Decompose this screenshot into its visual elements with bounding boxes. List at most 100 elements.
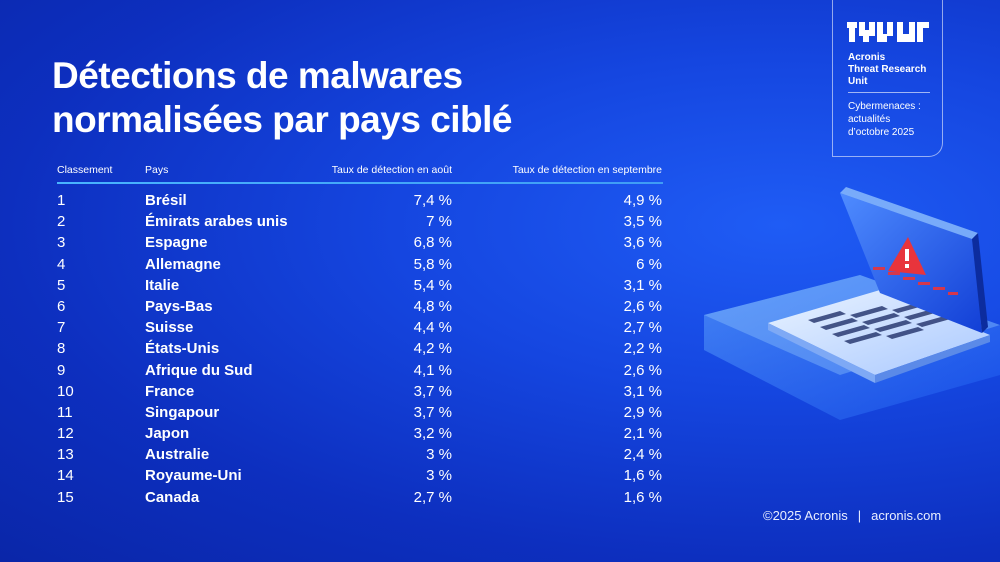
- cell-rank: 8: [57, 340, 66, 358]
- cell-august: 5,8 %: [413, 255, 452, 273]
- table-row: 1 Brésil 7,4 % 4,9 %: [57, 190, 663, 211]
- website-link[interactable]: acronis.com: [871, 508, 942, 523]
- brand-card: Acronis Threat Research Unit Cybermenace…: [832, 0, 943, 157]
- brand-name: Acronis Threat Research Unit: [848, 52, 926, 88]
- brand-name-line-3: Unit: [848, 76, 868, 87]
- header-divider: [57, 182, 663, 184]
- cell-september: 2,6 %: [623, 361, 662, 379]
- cell-rank: 11: [57, 403, 73, 421]
- cell-august: 6,8 %: [413, 234, 452, 252]
- cell-rank: 7: [57, 319, 66, 337]
- brand-divider: [848, 92, 930, 93]
- header-rank: Classement: [57, 164, 113, 176]
- cell-august: 7 %: [426, 213, 452, 231]
- brand-name-line-1: Acronis: [848, 52, 886, 63]
- table-row: 7 Suisse 4,4 % 2,7 %: [57, 317, 663, 338]
- cell-country: Allemagne: [145, 255, 221, 273]
- cell-september: 6 %: [636, 255, 662, 273]
- cell-rank: 13: [57, 446, 74, 464]
- cell-august: 4,1 %: [413, 361, 452, 379]
- detection-table: Classement Pays Taux de détection en aoû…: [57, 162, 663, 508]
- cell-september: 2,6 %: [623, 297, 662, 315]
- footer: ©2025 Acronis | acronis.com: [763, 508, 941, 523]
- header-august: Taux de détection en août: [331, 164, 452, 176]
- title-line-1: Détections de malwares: [52, 55, 463, 96]
- brand-subtitle: Cybermenaces : actualités d’octobre 2025: [848, 100, 921, 139]
- table-row: 8 États-Unis 4,2 % 2,2 %: [57, 338, 663, 359]
- header-september: Taux de détection en septembre: [512, 164, 662, 176]
- cell-rank: 2: [57, 213, 66, 231]
- brand-sub-line-1: Cybermenaces :: [848, 101, 921, 112]
- cell-september: 3,6 %: [623, 234, 662, 252]
- cell-rank: 10: [57, 382, 74, 400]
- cell-september: 2,2 %: [623, 340, 662, 358]
- cell-rank: 15: [57, 488, 74, 506]
- cell-august: 7,4 %: [413, 192, 452, 209]
- cell-september: 3,1 %: [623, 382, 662, 400]
- cell-country: France: [145, 382, 195, 400]
- cell-rank: 1: [57, 192, 66, 209]
- table-row: 15 Canada 2,7 % 1,6 %: [57, 487, 663, 508]
- cell-country: Royaume-Uni: [145, 467, 242, 485]
- cell-august: 4,4 %: [413, 319, 452, 337]
- cell-rank: 6: [57, 297, 66, 315]
- cell-country: Canada: [145, 488, 200, 506]
- cell-september: 2,1 %: [623, 425, 662, 443]
- cell-september: 1,6 %: [623, 488, 662, 506]
- cell-country: Australie: [145, 446, 210, 464]
- cell-rank: 5: [57, 276, 66, 294]
- cell-rank: 4: [57, 255, 66, 273]
- table-row: 11 Singapour 3,7 % 2,9 %: [57, 402, 663, 423]
- cell-august: 3 %: [426, 467, 452, 485]
- cell-rank: 12: [57, 425, 74, 443]
- table-row: 10 France 3,7 % 3,1 %: [57, 381, 663, 402]
- cell-august: 3 %: [426, 446, 452, 464]
- cell-september: 2,7 %: [623, 319, 662, 337]
- table-row: 9 Afrique du Sud 4,1 % 2,6 %: [57, 360, 663, 381]
- copyright-text: ©2025 Acronis: [763, 508, 848, 523]
- cell-country: Pays-Bas: [145, 297, 213, 315]
- warning-triangle-icon: [888, 237, 926, 275]
- cell-country: Brésil: [145, 192, 187, 209]
- cell-august: 4,2 %: [413, 340, 452, 358]
- cell-august: 3,7 %: [413, 382, 452, 400]
- table-row: 5 Italie 5,4 % 3,1 %: [57, 275, 663, 296]
- table-row: 2 Émirats arabes unis 7 % 3,5 %: [57, 211, 663, 232]
- cell-september: 4,9 %: [623, 192, 662, 209]
- cell-rank: 14: [57, 467, 74, 485]
- cell-september: 1,6 %: [623, 467, 662, 485]
- cell-country: Émirats arabes unis: [145, 213, 288, 231]
- cell-september: 3,5 %: [623, 213, 662, 231]
- table-row: 13 Australie 3 % 2,4 %: [57, 444, 663, 465]
- table-row: 4 Allemagne 5,8 % 6 %: [57, 254, 663, 275]
- laptop-deck: [768, 290, 990, 375]
- cell-september: 3,1 %: [623, 276, 662, 294]
- laptop-warning-icon: [704, 187, 1000, 420]
- cell-country: Suisse: [145, 319, 194, 337]
- cell-august: 2,7 %: [413, 488, 452, 506]
- cell-country: Singapour: [145, 403, 220, 421]
- cell-country: Italie: [145, 276, 180, 294]
- title-line-2: normalisées par pays ciblé: [52, 99, 513, 140]
- cell-august: 5,4 %: [413, 276, 452, 294]
- footer-separator: |: [857, 508, 862, 523]
- cell-august: 4,8 %: [413, 297, 452, 315]
- cell-country: Espagne: [145, 234, 208, 252]
- cell-september: 2,4 %: [623, 446, 662, 464]
- table-row: 3 Espagne 6,8 % 3,6 %: [57, 232, 663, 253]
- cell-august: 3,7 %: [413, 403, 452, 421]
- warning-code-marks: [873, 267, 958, 295]
- table-header: Classement Pays Taux de détection en aoû…: [57, 162, 663, 182]
- cell-rank: 3: [57, 234, 66, 252]
- table-row: 12 Japon 3,2 % 2,1 %: [57, 423, 663, 444]
- brand-sub-line-3: d’octobre 2025: [848, 127, 915, 138]
- tru-logo-icon: [847, 22, 929, 42]
- brand-sub-line-2: actualités: [848, 114, 891, 125]
- cell-country: Japon: [145, 425, 190, 443]
- page-title: Détections de malwares normalisées par p…: [52, 54, 692, 142]
- cell-august: 3,2 %: [413, 425, 452, 443]
- table-body: 1 Brésil 7,4 % 4,9 % 2 Émirats arabes unis 7 %…: [57, 190, 663, 508]
- cell-country: Afrique du Sud: [145, 361, 253, 379]
- table-row: 6 Pays-Bas 4,8 % 2,6 %: [57, 296, 663, 317]
- table-row: 14 Royaume-Uni 3 % 1,6 %: [57, 465, 663, 486]
